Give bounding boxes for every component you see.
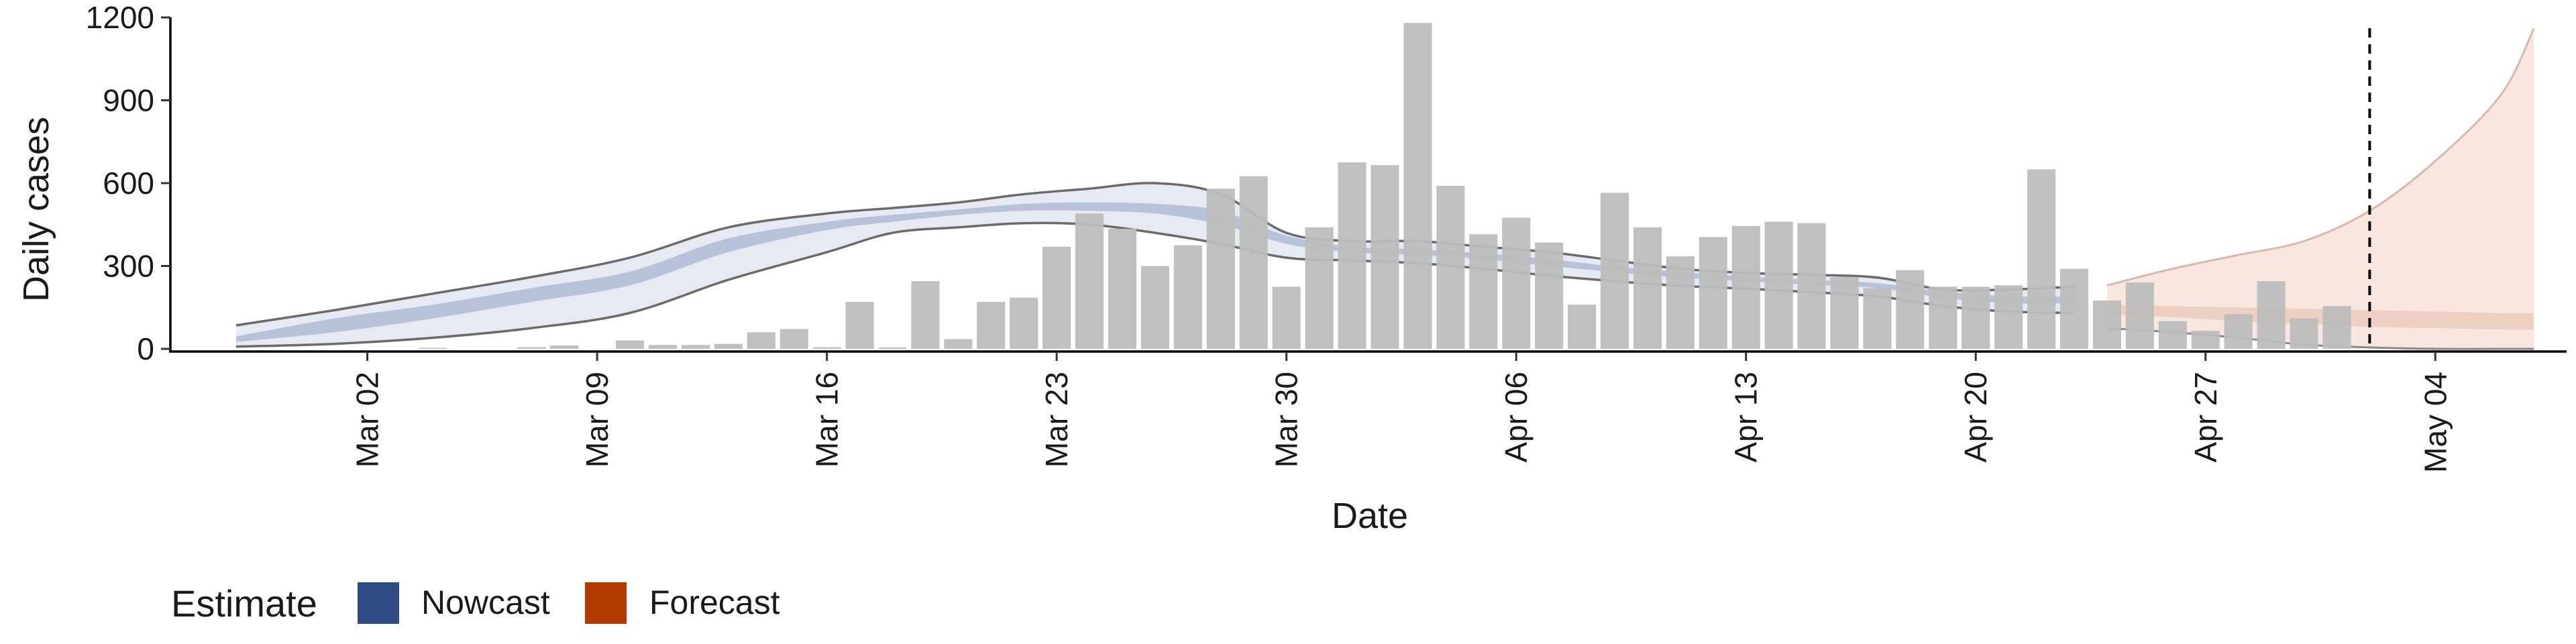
bar [1305, 227, 1334, 349]
axis-ticks: 0 300 600 900 1200 Mar 02 Mar 09 Mar 16 Mar 23 Ma… [86, 0, 2453, 473]
bar [977, 302, 1006, 349]
x-tick-label: Mar 30 [1269, 372, 1304, 468]
bar [419, 347, 447, 349]
bar [911, 281, 940, 349]
bar [648, 345, 677, 349]
forecast-upper-line [2106, 28, 2535, 286]
bar [2060, 268, 2089, 349]
x-tick-label: Apr 20 [1958, 372, 1993, 463]
x-tick-label: Apr 13 [1729, 372, 1764, 463]
bar [517, 347, 546, 349]
x-tick-label: May 04 [2418, 372, 2453, 473]
bar [1173, 245, 1202, 349]
bar [1929, 286, 1957, 349]
bar [616, 340, 645, 349]
bar [1699, 237, 1727, 349]
bar [2158, 321, 2187, 349]
bar [845, 302, 874, 349]
bar [1502, 217, 1531, 349]
axes [169, 17, 2567, 353]
bar [2092, 301, 2121, 349]
estimate-bands [235, 28, 2535, 350]
bar [2257, 281, 2286, 349]
y-tick-label: 1200 [86, 0, 154, 35]
bar [1535, 242, 1564, 349]
legend-title: Estimate [171, 582, 317, 625]
bar [1962, 286, 1990, 349]
bar [2290, 318, 2318, 349]
legend-label-forecast: Forecast [649, 584, 780, 621]
bar [681, 345, 710, 349]
bar [2322, 306, 2351, 349]
bar [2027, 169, 2056, 349]
nowcast-band-90 [235, 182, 2075, 347]
x-tick-label: Mar 23 [1039, 372, 1074, 468]
y-tick-label: 600 [103, 166, 154, 201]
bar [1994, 285, 2023, 349]
bar [1239, 176, 1268, 349]
bar [1600, 193, 1629, 349]
bar [1403, 23, 1432, 349]
bar [2224, 314, 2253, 349]
legend-swatch-forecast [585, 582, 627, 624]
x-axis-title: Date [1332, 496, 1408, 536]
bar [1075, 213, 1104, 349]
x-tick-label: Mar 09 [580, 372, 614, 468]
bar [812, 347, 841, 349]
legend-swatch-nowcast [358, 582, 399, 624]
y-tick-label: 0 [137, 331, 154, 366]
bar [1436, 186, 1465, 349]
bar [1371, 165, 1399, 349]
bar [1010, 297, 1038, 349]
bar [944, 339, 973, 349]
bar [1469, 234, 1498, 349]
bar [2125, 282, 2154, 349]
x-tick-label: Mar 02 [350, 372, 385, 468]
y-tick-label: 900 [103, 83, 154, 118]
bar [1140, 266, 1169, 349]
bar [550, 345, 579, 349]
bar [1338, 162, 1366, 349]
legend: Estimate Nowcast Forecast [171, 582, 780, 625]
bar [1206, 189, 1235, 349]
bar [1896, 270, 1925, 349]
bar [878, 347, 907, 349]
bar [1863, 288, 1892, 349]
reported-cases-bars [419, 23, 2351, 349]
bar [714, 343, 743, 349]
x-tick-label: Mar 16 [810, 372, 845, 468]
forecast-band-90 [2107, 28, 2534, 350]
y-axis-title: Daily cases [16, 117, 56, 302]
bar [1764, 221, 1793, 349]
forecast-band-50 [2107, 305, 2534, 330]
bar [1042, 246, 1071, 349]
bar [1797, 223, 1826, 349]
bar [747, 332, 775, 349]
bar [1568, 305, 1597, 349]
x-tick-label: Apr 06 [1499, 372, 1534, 463]
bar [1666, 256, 1695, 349]
legend-label-nowcast: Nowcast [421, 584, 550, 621]
bar [1272, 286, 1301, 349]
bar [780, 329, 808, 349]
y-tick-label: 300 [103, 249, 154, 284]
x-tick-label: Apr 27 [2188, 372, 2223, 463]
bar [1108, 228, 1137, 349]
bar [1731, 225, 1760, 349]
bar [2191, 331, 2220, 349]
bar [1830, 277, 1859, 349]
bar [1633, 227, 1662, 349]
